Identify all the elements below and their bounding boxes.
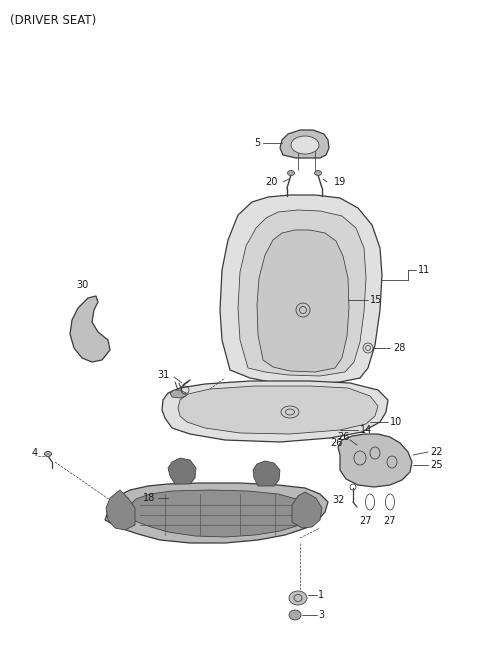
Polygon shape xyxy=(70,296,110,362)
Text: 19: 19 xyxy=(334,177,346,187)
Text: 5: 5 xyxy=(254,138,260,148)
Text: 14: 14 xyxy=(360,425,372,435)
Polygon shape xyxy=(170,390,186,398)
Polygon shape xyxy=(257,230,349,372)
Polygon shape xyxy=(220,195,382,385)
Polygon shape xyxy=(253,461,280,486)
Text: (DRIVER SEAT): (DRIVER SEAT) xyxy=(10,14,96,27)
Polygon shape xyxy=(168,458,196,484)
Polygon shape xyxy=(125,490,310,537)
Ellipse shape xyxy=(288,171,295,176)
Text: 30: 30 xyxy=(76,280,88,290)
Ellipse shape xyxy=(289,591,307,605)
Text: 10: 10 xyxy=(390,417,402,427)
Text: 26: 26 xyxy=(337,432,350,442)
Text: 3: 3 xyxy=(318,610,324,620)
Polygon shape xyxy=(238,210,366,376)
Text: 18: 18 xyxy=(143,493,155,503)
Polygon shape xyxy=(178,386,378,434)
Text: 20: 20 xyxy=(265,177,278,187)
Text: 4: 4 xyxy=(32,448,38,458)
Text: 15: 15 xyxy=(370,295,383,305)
Text: 27: 27 xyxy=(359,516,371,526)
Polygon shape xyxy=(106,490,135,530)
Text: 32: 32 xyxy=(333,495,345,505)
Polygon shape xyxy=(292,492,322,528)
Text: 27: 27 xyxy=(384,516,396,526)
Text: 22: 22 xyxy=(430,447,443,457)
Text: 31: 31 xyxy=(158,370,170,380)
Ellipse shape xyxy=(289,610,301,620)
Text: 28: 28 xyxy=(393,343,406,353)
Text: 25: 25 xyxy=(430,460,443,470)
Ellipse shape xyxy=(45,451,51,457)
Ellipse shape xyxy=(314,171,322,176)
Polygon shape xyxy=(280,130,329,158)
Text: 1: 1 xyxy=(318,590,324,600)
Polygon shape xyxy=(162,381,388,442)
Polygon shape xyxy=(105,483,328,543)
Text: 26: 26 xyxy=(331,438,343,448)
Ellipse shape xyxy=(291,136,319,154)
Text: 11: 11 xyxy=(418,265,430,275)
Polygon shape xyxy=(338,434,412,487)
